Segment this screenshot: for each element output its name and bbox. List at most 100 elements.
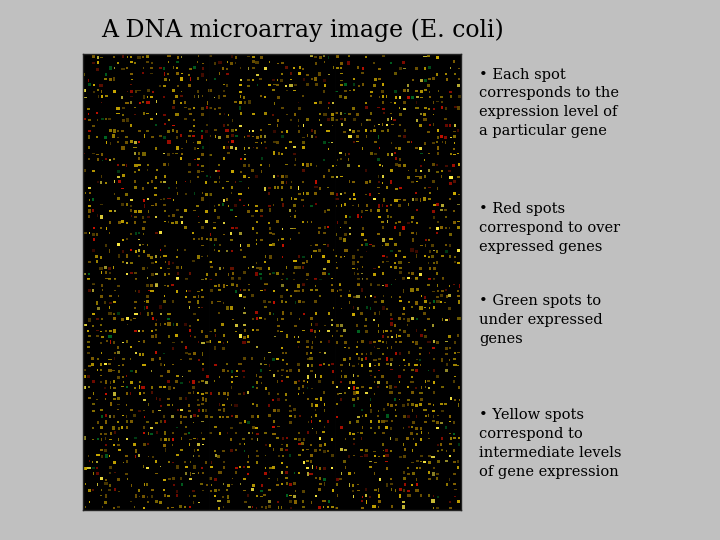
Bar: [310, 444, 312, 446]
Bar: [218, 250, 220, 252]
Bar: [425, 244, 426, 247]
Bar: [424, 329, 426, 331]
Bar: [412, 472, 415, 475]
Bar: [377, 284, 379, 286]
Bar: [280, 295, 283, 298]
Bar: [386, 357, 387, 361]
Bar: [188, 108, 191, 110]
Bar: [365, 414, 367, 417]
Bar: [197, 77, 199, 80]
Bar: [356, 295, 360, 298]
Bar: [172, 262, 174, 264]
Bar: [374, 141, 377, 143]
Bar: [160, 466, 161, 468]
Bar: [156, 255, 158, 258]
Bar: [457, 334, 459, 337]
Bar: [370, 130, 372, 132]
Bar: [99, 267, 102, 269]
Bar: [151, 330, 153, 332]
Bar: [453, 380, 455, 382]
Bar: [222, 221, 225, 224]
Bar: [217, 136, 220, 139]
Bar: [87, 107, 91, 110]
Bar: [134, 62, 136, 64]
Bar: [356, 421, 359, 423]
Bar: [138, 330, 140, 332]
Bar: [101, 477, 104, 480]
Bar: [117, 478, 120, 481]
Bar: [344, 256, 346, 257]
Bar: [449, 478, 451, 481]
Bar: [197, 443, 200, 446]
Bar: [256, 74, 259, 76]
Bar: [172, 125, 175, 126]
Bar: [302, 68, 304, 70]
Bar: [202, 397, 204, 401]
Bar: [92, 461, 94, 463]
Bar: [378, 488, 379, 491]
Bar: [277, 175, 279, 177]
Bar: [256, 136, 259, 139]
Bar: [214, 181, 217, 183]
Bar: [134, 164, 138, 167]
Bar: [117, 507, 120, 508]
Bar: [133, 318, 136, 319]
Bar: [243, 324, 246, 326]
Bar: [398, 204, 401, 207]
Bar: [436, 140, 438, 143]
Bar: [341, 308, 343, 309]
Bar: [188, 403, 190, 407]
Bar: [92, 62, 95, 64]
Bar: [374, 450, 376, 452]
Bar: [395, 334, 397, 338]
Bar: [269, 312, 271, 315]
Bar: [260, 135, 261, 138]
Bar: [142, 227, 145, 230]
Bar: [193, 131, 194, 132]
Bar: [130, 233, 132, 235]
Bar: [425, 380, 426, 382]
Bar: [154, 194, 158, 195]
Bar: [408, 262, 410, 264]
Bar: [96, 56, 99, 58]
Bar: [243, 96, 246, 99]
Bar: [441, 386, 444, 388]
Bar: [109, 438, 112, 440]
Bar: [143, 221, 146, 223]
Bar: [138, 239, 140, 240]
Bar: [366, 135, 367, 138]
Bar: [278, 505, 279, 509]
Bar: [403, 129, 406, 132]
Bar: [436, 204, 438, 206]
Bar: [348, 113, 351, 115]
Bar: [104, 118, 107, 120]
Bar: [150, 312, 153, 315]
Bar: [201, 113, 204, 116]
Bar: [264, 141, 266, 143]
Bar: [256, 318, 258, 320]
Bar: [289, 454, 292, 457]
Bar: [87, 330, 89, 332]
Bar: [420, 461, 421, 462]
Bar: [226, 136, 229, 138]
Bar: [289, 495, 292, 496]
Bar: [365, 488, 367, 491]
Bar: [419, 347, 422, 349]
Bar: [328, 450, 329, 452]
Bar: [181, 73, 184, 75]
Bar: [281, 380, 283, 382]
Bar: [117, 141, 119, 143]
Bar: [130, 381, 133, 384]
Bar: [377, 386, 379, 388]
Bar: [143, 112, 145, 116]
Bar: [382, 295, 384, 297]
Bar: [412, 239, 414, 241]
Bar: [353, 438, 355, 440]
Bar: [189, 438, 192, 441]
Bar: [286, 289, 288, 292]
Bar: [205, 130, 208, 133]
Bar: [457, 403, 459, 407]
Bar: [331, 176, 334, 178]
Bar: [307, 397, 309, 400]
Bar: [307, 387, 308, 389]
